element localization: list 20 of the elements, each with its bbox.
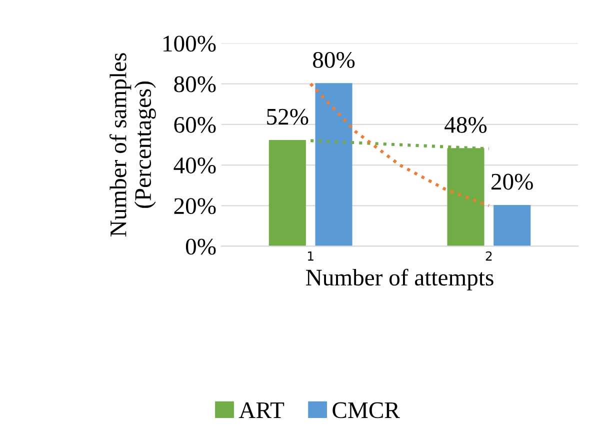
x-tick-label: 2 bbox=[486, 251, 492, 261]
y-tick-label: 80% bbox=[174, 76, 216, 92]
legend-label: ART bbox=[238, 402, 284, 418]
y-tick-label: 40% bbox=[174, 158, 216, 174]
data-label: 20% bbox=[492, 174, 533, 190]
y-tick-label: 0% bbox=[186, 238, 216, 255]
x-tick-label: 1 bbox=[308, 251, 314, 261]
bar bbox=[268, 140, 306, 246]
y-tick-label: 100% bbox=[164, 36, 216, 52]
data-label: 52% bbox=[267, 108, 308, 125]
legend-label: CMCR bbox=[332, 402, 400, 418]
data-label: 48% bbox=[444, 116, 487, 133]
data-label: 80% bbox=[313, 52, 355, 68]
bar bbox=[494, 204, 531, 246]
line-series bbox=[309, 82, 490, 208]
bar bbox=[315, 83, 352, 246]
y-tick-label: 20% bbox=[174, 198, 216, 214]
x-axis-title: Number of attempts bbox=[306, 268, 494, 290]
y-tick-label: 60% bbox=[174, 116, 216, 133]
y-axis-title: Number of samples (Percentages) bbox=[109, 53, 156, 236]
